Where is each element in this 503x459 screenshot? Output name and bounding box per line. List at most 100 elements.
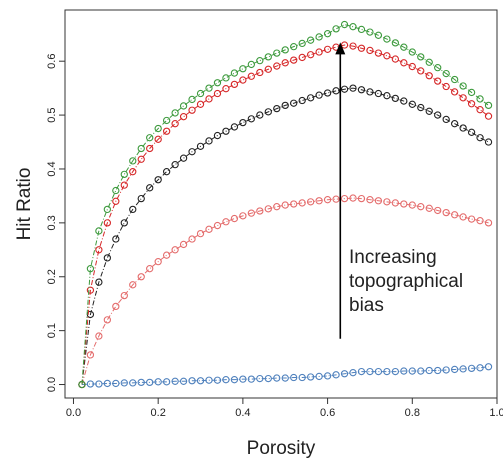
- y-axis-label: Hit Ratio: [14, 168, 35, 241]
- data-point: [213, 131, 222, 140]
- data-point: [112, 379, 120, 388]
- data-point: [408, 48, 416, 56]
- data-point: [281, 46, 289, 54]
- data-point: [281, 59, 289, 67]
- data-point: [357, 194, 366, 203]
- data-point: [400, 97, 408, 105]
- data-point: [340, 41, 349, 49]
- data-point: [459, 365, 467, 373]
- data-point: [256, 111, 264, 119]
- data-point: [171, 109, 179, 117]
- data-point: [383, 52, 391, 60]
- data-point: [264, 205, 272, 213]
- data-point: [86, 351, 95, 359]
- data-point: [264, 374, 272, 383]
- data-point: [247, 60, 256, 69]
- data-point: [112, 197, 120, 205]
- data-point: [120, 181, 128, 189]
- data-point: [400, 200, 408, 208]
- y-tick-label: 0.0: [46, 377, 58, 392]
- data-point: [459, 124, 467, 132]
- data-point: [196, 142, 205, 150]
- data-point: [239, 118, 247, 127]
- data-point: [137, 144, 145, 153]
- y-tick-label: 0.6: [46, 54, 58, 69]
- y-tick-label: 0.2: [46, 269, 58, 284]
- data-point: [484, 101, 493, 110]
- data-point: [349, 84, 357, 92]
- data-point: [112, 302, 120, 311]
- data-point: [442, 366, 450, 374]
- x-tick-label: 1.0: [489, 407, 503, 419]
- data-point: [467, 215, 476, 223]
- data-point: [171, 120, 179, 128]
- data-point: [391, 39, 400, 47]
- annotation-line-1: Increasing: [349, 247, 437, 268]
- data-point: [162, 127, 171, 135]
- data-point: [298, 96, 306, 105]
- data-point: [425, 58, 433, 66]
- data-point: [467, 88, 476, 97]
- data-point: [230, 69, 239, 77]
- plot-frame: [64, 9, 498, 399]
- data-point: [391, 199, 400, 207]
- data-point: [374, 197, 383, 205]
- data-point: [154, 258, 162, 266]
- data-point: [417, 103, 425, 112]
- data-point: [179, 240, 188, 249]
- annotation: Increasing topographical bias: [335, 42, 463, 339]
- data-point: [290, 99, 298, 107]
- data-point: [383, 198, 391, 206]
- data-point: [273, 49, 281, 57]
- data-point: [357, 367, 366, 376]
- data-point: [103, 316, 112, 324]
- data-point: [476, 95, 484, 103]
- data-point: [434, 366, 442, 375]
- x-tick-label: 0.4: [235, 407, 250, 419]
- data-point: [146, 144, 154, 153]
- data-point: [391, 94, 400, 103]
- data-point: [239, 76, 247, 84]
- data-point: [290, 56, 298, 64]
- data-point: [450, 75, 459, 84]
- data-point: [332, 87, 340, 95]
- series-line: [81, 366, 489, 386]
- data-point: [264, 65, 272, 73]
- data-point: [323, 30, 332, 38]
- data-point: [137, 378, 145, 387]
- data-point: [298, 53, 306, 62]
- data-point: [366, 88, 374, 96]
- data-point: [425, 204, 433, 212]
- x-axis: 0.0 0.2 0.4 0.6 0.8 1.0: [66, 398, 503, 419]
- data-point: [306, 198, 315, 206]
- data-point: [120, 291, 128, 300]
- data-point: [434, 111, 442, 119]
- data-point: [213, 89, 222, 98]
- data-point: [315, 91, 323, 99]
- data-point: [467, 128, 476, 136]
- data-point: [383, 92, 391, 100]
- data-point: [281, 374, 289, 382]
- annotation-line-2: topographical: [349, 271, 463, 292]
- data-point: [222, 85, 230, 93]
- data-point: [112, 186, 120, 195]
- data-point: [315, 197, 323, 205]
- data-point: [86, 265, 95, 273]
- data-point: [205, 376, 213, 384]
- data-point: [230, 80, 239, 89]
- data-point: [306, 373, 315, 381]
- y-tick-label: 0.4: [46, 161, 58, 176]
- data-point: [162, 251, 171, 259]
- data-point: [442, 115, 450, 124]
- data-point: [256, 57, 264, 65]
- series-line: [81, 197, 489, 385]
- data-point: [239, 375, 247, 383]
- data-point: [434, 64, 442, 72]
- data-point: [196, 229, 205, 238]
- data-point: [179, 154, 188, 162]
- data-point: [459, 213, 467, 221]
- data-point: [154, 124, 162, 133]
- data-point: [298, 373, 306, 382]
- data-point: [154, 176, 162, 184]
- data-point: [484, 363, 493, 371]
